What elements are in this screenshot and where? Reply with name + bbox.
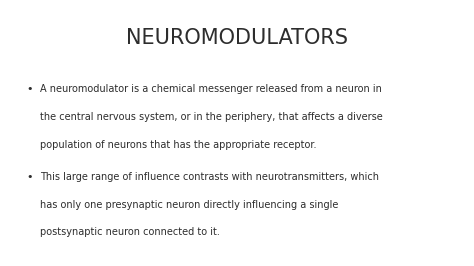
Text: population of neurons that has the appropriate receptor.: population of neurons that has the appro…	[40, 140, 317, 150]
Text: •: •	[26, 84, 33, 94]
Text: has only one presynaptic neuron directly influencing a single: has only one presynaptic neuron directly…	[40, 200, 338, 210]
Text: the central nervous system, or in the periphery, that affects a diverse: the central nervous system, or in the pe…	[40, 112, 383, 122]
Text: postsynaptic neuron connected to it.: postsynaptic neuron connected to it.	[40, 227, 220, 238]
Text: NEUROMODULATORS: NEUROMODULATORS	[126, 28, 348, 48]
Text: •: •	[26, 172, 33, 182]
Text: This large range of influence contrasts with neurotransmitters, which: This large range of influence contrasts …	[40, 172, 379, 182]
Text: A neuromodulator is a chemical messenger released from a neuron in: A neuromodulator is a chemical messenger…	[40, 84, 382, 94]
